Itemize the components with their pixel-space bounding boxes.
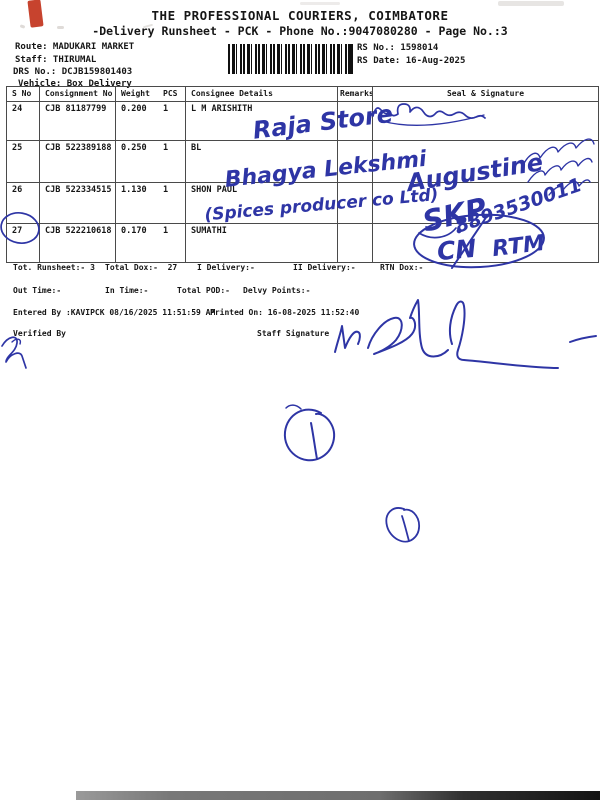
pcs-cell: 1: [158, 224, 186, 262]
consignment-cell: CJB 522389188: [40, 141, 116, 182]
page-subtitle: -Delivery Runsheet - PCK - Phone No.:904…: [92, 24, 508, 38]
remarks-cell: [338, 102, 373, 140]
sno-cell: 26: [7, 183, 40, 223]
entered-by: Entered By :KAVIPCK 08/16/2025 11:51:59 …: [13, 308, 216, 317]
scan-smudge: [300, 2, 340, 5]
staff-signature-label: Staff Signature: [257, 329, 330, 338]
col-header-consignee: Consignee Details: [186, 87, 338, 101]
tot-runsheet: Tot. Runsheet:- 3: [13, 263, 95, 272]
rs-no-line: RS No.: 1598014: [357, 43, 439, 53]
table-row: 26 CJB 522334515 1.130 1 SHON PAUL: [7, 183, 598, 224]
seal-cell: [373, 141, 598, 182]
runsheet-table: S No Consignment No Weight PCS Consignee…: [6, 86, 599, 263]
verified-by-label: Verified By: [13, 329, 66, 338]
pen-doodle: [285, 404, 302, 410]
staff-signature: [448, 300, 559, 369]
seal-cell: [373, 224, 598, 262]
barcode-icon: [228, 44, 353, 74]
table-header-row: S No Consignment No Weight PCS Consignee…: [7, 87, 598, 102]
staff-line: Staff: THIRUMAL: [15, 55, 97, 65]
scan-smudge: [498, 1, 564, 6]
weight-cell: 0.200: [121, 104, 147, 114]
staff-signature-dash: [569, 335, 597, 343]
printed-on: Printed On: 16-08-2025 11:52:40: [210, 308, 360, 317]
consignee-cell: BL: [186, 141, 338, 182]
pcs-cell: 1: [158, 141, 186, 182]
out-time: Out Time:-: [13, 286, 62, 295]
rs-date-line: RS Date: 16-Aug-2025: [357, 56, 466, 66]
sno-cell: 25: [7, 141, 40, 182]
staff-signature: [367, 299, 449, 358]
sno-cell: 27: [7, 224, 40, 262]
seal-cell: [373, 183, 598, 223]
col-header-weight: Weight: [121, 89, 150, 98]
consignee-cell: SUMATHI: [186, 224, 338, 262]
in-time: In Time:-: [105, 286, 149, 295]
weight-cell: 1.130: [121, 185, 147, 195]
scan-smudge: [57, 26, 64, 29]
total-dox: Total Dox:- 27: [105, 263, 178, 272]
total-pod: Total POD:-: [177, 286, 230, 295]
weight-cell: 0.250: [121, 143, 147, 153]
verified-by-signature: [11, 338, 22, 345]
table-row: 24 CJB 81187799 0.200 1 L M ARISHITH: [7, 102, 598, 141]
staff-signature: [334, 325, 361, 353]
remarks-cell: [338, 141, 373, 182]
col-header-consignment: Consignment No: [40, 87, 116, 101]
i-delivery: I Delivery:-: [197, 263, 255, 272]
col-header-sno: S No: [7, 87, 40, 101]
table-row: 25 CJB 522389188 0.250 1 BL: [7, 141, 598, 183]
scanner-edge-bar: [76, 791, 600, 800]
delvy-points: Delvy Points:-: [243, 286, 311, 295]
consignee-cell: SHON PAUL: [186, 183, 338, 223]
seal-cell: [373, 102, 598, 140]
col-header-pcs: PCS: [158, 87, 186, 101]
remarks-cell: [338, 224, 373, 262]
route-line: Route: MADUKARI MARKET: [15, 42, 135, 52]
pcs-cell: 1: [158, 102, 186, 140]
col-header-remarks: Remarks: [338, 87, 373, 101]
rtn-dox: RTN Dox:-: [380, 263, 424, 272]
consignment-cell: CJB 522210618: [40, 224, 116, 262]
pen-doodle: [283, 408, 336, 462]
weight-cell: 0.170: [121, 226, 147, 236]
sno-cell: 24: [7, 102, 40, 140]
consignee-cell: L M ARISHITH: [186, 102, 338, 140]
col-header-seal: Seal & Signature: [446, 89, 525, 98]
consignment-cell: CJB 522334515: [40, 183, 116, 223]
remarks-cell: [338, 183, 373, 223]
pen-doodle: [401, 515, 410, 542]
verified-by-signature: [1, 336, 27, 369]
table-row: 27 CJB 522210618 0.170 1 SUMATHI: [7, 224, 598, 263]
drs-no-line: DRS No.: DCJB159801403: [13, 67, 133, 77]
page-title: THE PROFESSIONAL COURIERS, COIMBATORE: [151, 8, 449, 23]
pcs-cell: 1: [158, 183, 186, 223]
consignment-cell: CJB 81187799: [40, 102, 116, 140]
pen-doodle: [310, 422, 318, 460]
ii-delivery: II Delivery:-: [293, 263, 356, 272]
vehicle-line: Vehicle: Box Delivery: [18, 79, 132, 89]
pen-doodle: [385, 507, 421, 543]
